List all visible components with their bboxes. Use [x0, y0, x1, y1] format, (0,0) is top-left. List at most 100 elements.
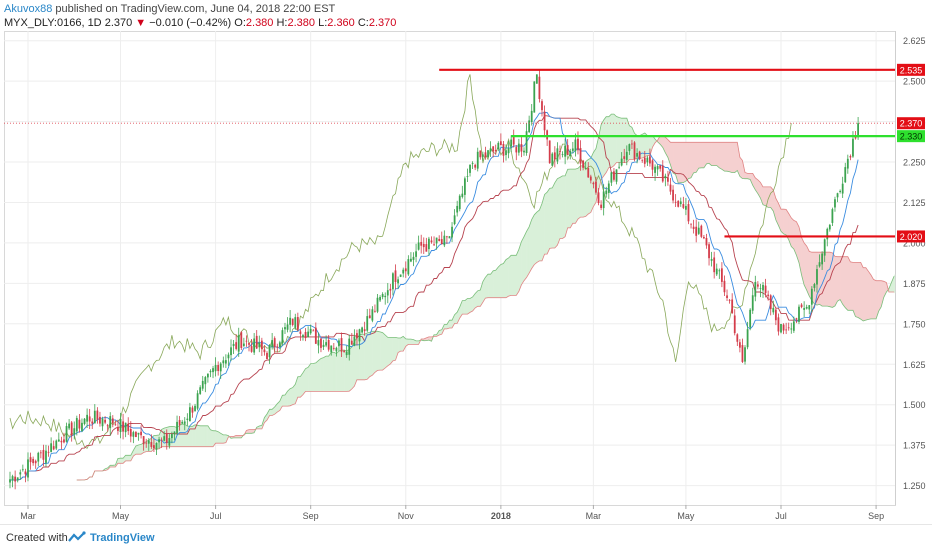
candle-body [456, 206, 458, 213]
candle-body [575, 139, 577, 151]
x-tick-label: Sep [303, 511, 319, 521]
cloud-segment [848, 257, 851, 311]
cloud-segment [542, 194, 545, 260]
candle-body [279, 342, 281, 347]
cloud-segment [714, 142, 717, 165]
candle-body [78, 420, 80, 429]
cloud-segment [781, 209, 784, 234]
candle-body [335, 348, 337, 352]
cloud-segment [503, 260, 506, 298]
candle-body [757, 284, 759, 286]
chart-area[interactable]: 2.6252.5002.3752.2502.1252.0001.8751.750… [4, 31, 928, 524]
open-value: 2.380 [246, 17, 274, 29]
candle-body [27, 459, 29, 477]
cloud-segment [724, 142, 727, 171]
candle-body [204, 377, 206, 384]
candle-body [35, 461, 37, 463]
candle-body [801, 305, 803, 307]
candle-body [109, 416, 111, 428]
chart-header: Akuvox88 published on TradingView.com, J… [4, 2, 904, 16]
candle-body [261, 341, 263, 349]
candle-body [248, 343, 250, 345]
footer: Created with TradingView [0, 524, 932, 551]
cloud-segment [496, 267, 499, 298]
candle-body [508, 148, 510, 153]
candle-body [371, 309, 373, 320]
author-name[interactable]: Akuvox88 [4, 3, 52, 15]
candle-body [243, 344, 245, 346]
cloud-segment [200, 426, 203, 447]
cloud-segment [318, 358, 321, 391]
cloud-segment [557, 177, 560, 245]
candle-body [469, 165, 471, 173]
candle-body [366, 316, 368, 331]
cloud-segment [866, 268, 869, 320]
cloud-segment [478, 290, 481, 306]
y-tick-label: 2.625 [903, 36, 926, 46]
candle-body [549, 140, 551, 163]
candle-body [423, 244, 425, 247]
cloud-segment [311, 363, 314, 391]
candle-body [664, 176, 666, 178]
candle-body [132, 432, 134, 437]
cloud-segment [730, 142, 733, 172]
cloud-segment [393, 337, 396, 361]
candle-body [212, 368, 214, 372]
cloud-segment [367, 332, 370, 379]
candle-body [479, 150, 481, 157]
candle-body [71, 422, 73, 435]
tradingview-brand[interactable]: TradingView [90, 532, 155, 544]
candle-body [477, 152, 479, 169]
cloud-segment [722, 142, 725, 171]
candle-body [616, 169, 618, 181]
high-value: 2.380 [287, 17, 315, 29]
cloud-segment [467, 298, 470, 314]
cloud-segment [370, 331, 373, 376]
candle-body [806, 307, 808, 309]
candle-body [315, 328, 317, 344]
candle-body [431, 240, 433, 242]
cloud-segment [529, 219, 532, 273]
cloud-segment [570, 169, 573, 228]
candle-body [233, 344, 235, 346]
candle-body [53, 446, 55, 449]
cloud-segment [701, 142, 704, 167]
candle-body [438, 239, 440, 241]
candle-body [834, 199, 836, 207]
cloud-segment [581, 166, 584, 217]
cloud-segment [449, 320, 452, 328]
candle-body [238, 335, 240, 351]
price-chart[interactable]: 2.6252.5002.3752.2502.1252.0001.8751.750… [4, 31, 928, 524]
candle-body [713, 258, 715, 273]
candle-body [413, 257, 415, 260]
candle-body [562, 154, 564, 155]
candle-body [698, 228, 700, 234]
candle-body [410, 259, 412, 262]
cloud-segment [316, 361, 319, 392]
candle-body [402, 270, 404, 274]
candle-body [680, 201, 682, 204]
candle-body [788, 327, 790, 328]
candle-body [130, 429, 132, 436]
candle-body [718, 270, 720, 271]
candle-body [171, 434, 173, 438]
candle-body [649, 156, 651, 163]
cloud-segment [547, 188, 550, 254]
cloud-segment [573, 169, 576, 223]
candle-body [518, 144, 520, 153]
candle-body [592, 183, 594, 184]
candle-body [670, 185, 672, 192]
candle-body [330, 346, 332, 353]
candle-body [451, 227, 453, 238]
candle-body [557, 148, 559, 161]
candle-body [143, 436, 145, 444]
candle-body [246, 341, 248, 342]
candle-body [228, 355, 230, 359]
candle-body [839, 191, 841, 192]
cloud-segment [334, 352, 337, 391]
cloud-segment [336, 351, 339, 391]
y-tick-label: 2.500 [903, 77, 926, 87]
candle-body [194, 406, 196, 411]
candle-body [826, 229, 828, 239]
candle-body [117, 427, 119, 430]
